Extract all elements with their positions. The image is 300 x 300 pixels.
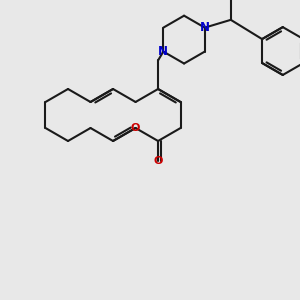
Text: N: N	[158, 45, 168, 58]
Text: N: N	[200, 21, 210, 34]
Text: O: O	[131, 123, 140, 133]
Text: O: O	[153, 155, 163, 166]
